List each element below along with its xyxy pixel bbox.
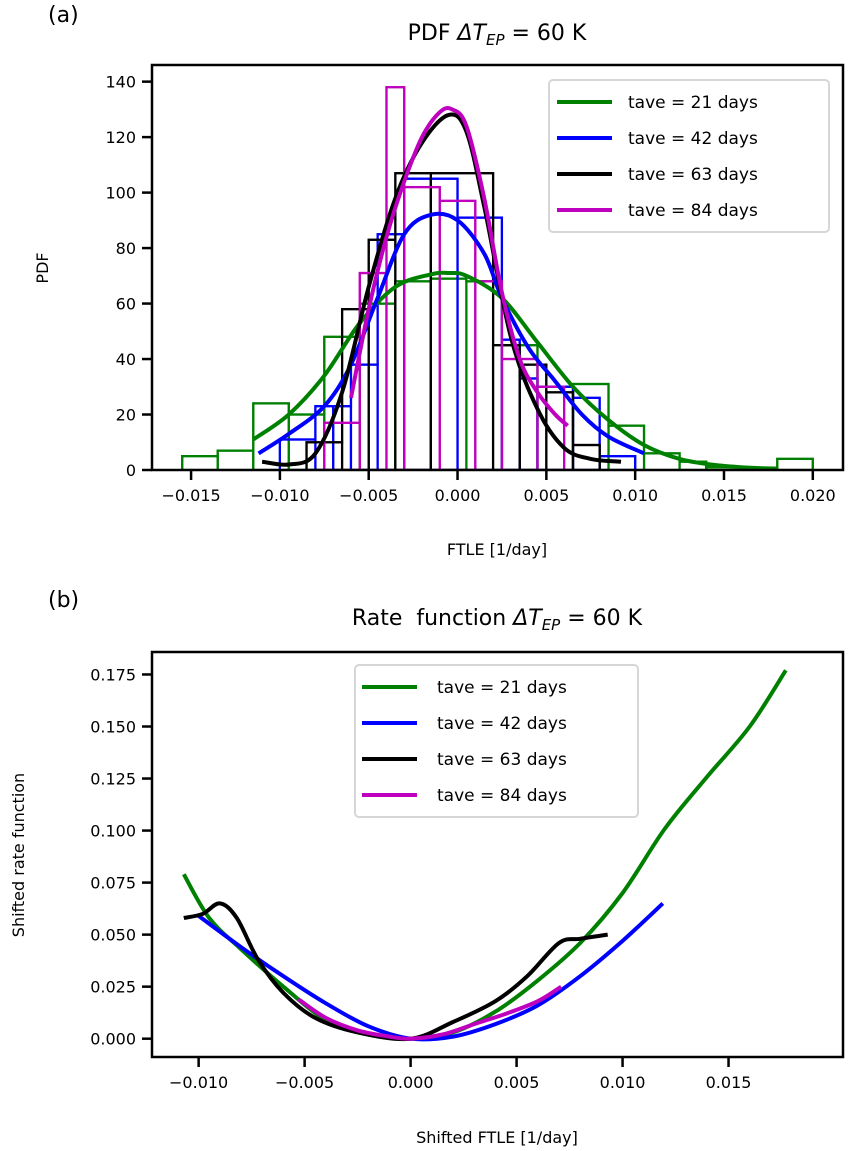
- panel-a-ylabel: PDF: [33, 252, 52, 283]
- panel-a-legend-box: [548, 79, 830, 233]
- panel-a-title: PDF ΔTEP = 60 K: [408, 21, 587, 49]
- panel-a-title-suffix: = 60 K: [505, 21, 587, 46]
- panel-a-label: (a): [48, 3, 79, 28]
- histogram-bin-tave-42-days: [376, 233, 406, 470]
- histogram-bin-tave-21-days: [181, 455, 219, 470]
- panel-b-xtick-label: 0.000: [388, 1073, 434, 1092]
- panel-a-xtick-label: −0.015: [161, 486, 220, 505]
- panel-a-ytick-label: 100: [105, 184, 136, 203]
- panel-b-ytick-label: 0.150: [90, 718, 136, 737]
- legend-label-tave-84-days: tave = 84 days: [437, 786, 567, 806]
- panel-b-legend-box: [354, 664, 639, 818]
- histogram-bin-tave-84-days: [474, 280, 504, 470]
- histogram-bin-tave-84-days: [536, 385, 566, 470]
- panel-b-series-group: [182, 669, 788, 1042]
- panel-b-ytick-label: 0.100: [90, 822, 136, 841]
- line-tave-42-days: [257, 211, 645, 456]
- panel-b-xtick-label: −0.005: [275, 1073, 334, 1092]
- line-tave-63-days: [261, 112, 622, 467]
- panel-a-legend: tave = 21 days tave = 42 days tave = 63 da…: [548, 79, 830, 233]
- panel-a-ytick-label: 80: [116, 239, 136, 258]
- panel-a-title-delta: ΔT: [455, 21, 487, 46]
- panel-a-axes-frame: [150, 63, 845, 472]
- panel-a-ytick-label: 40: [116, 350, 136, 369]
- panel-b-plot-area: [182, 669, 788, 1042]
- panel-a-title-sub: EP: [486, 31, 505, 49]
- panel-b-xtick-label: −0.010: [169, 1073, 228, 1092]
- line-tave-42-days: [197, 901, 665, 1042]
- panel-a-xtick-label: −0.005: [339, 486, 398, 505]
- panel-a-ytick-label: 0: [126, 461, 136, 480]
- histogram-bin-tave-21-days: [216, 449, 255, 470]
- panel-b-legend: tave = 21 days tave = 42 days tave = 63 da…: [354, 664, 639, 818]
- panel-b-xtick-label: 0.005: [494, 1073, 540, 1092]
- legend-label-tave-42-days: tave = 42 days: [628, 129, 758, 149]
- panel-a-plot-area: [181, 86, 814, 470]
- legend-label-tave-42-days: tave = 42 days: [437, 714, 567, 734]
- histogram-bin-tave-63-days: [491, 344, 521, 470]
- histogram-bin-tave-21-days: [429, 277, 468, 470]
- legend-label-tave-63-days: tave = 63 days: [437, 750, 567, 770]
- panel-a-xtick-label: 0.010: [612, 486, 658, 505]
- panel-b-ytick-label: 0.175: [90, 665, 136, 684]
- panel-b-ytick-label: 0.075: [90, 874, 136, 893]
- panel-a-ytick-label: 20: [116, 406, 136, 425]
- panel-b-axes-frame: [150, 650, 845, 1059]
- panel-a-xtick-label: 0.000: [435, 486, 481, 505]
- line-tave-21-days: [252, 270, 778, 470]
- histogram-bin-tave-21-days: [394, 280, 432, 470]
- panel-a-series-group: [181, 86, 814, 470]
- panel-b-label: (b): [48, 588, 79, 613]
- panel-a-xtick-label: −0.010: [250, 486, 309, 505]
- histogram-bin-tave-63-days: [545, 391, 575, 470]
- histogram-bin-tave-63-days: [429, 172, 495, 470]
- histogram-bin-tave-42-days: [429, 177, 459, 470]
- panel-a-xtick-label: 0.015: [701, 486, 747, 505]
- panel-b-ytick-label: 0.050: [90, 926, 136, 945]
- legend-label-tave-84-days: tave = 84 days: [628, 201, 758, 221]
- histogram-bin-tave-21-days: [776, 457, 814, 470]
- panel-a: (a) PDF ΔTEP = 60 K −0.015 −0.010 −0.005 0.…: [33, 3, 845, 559]
- panel-b: (b) Rate function ΔTEP = 60 K −0.010 −0.0…: [9, 588, 845, 1147]
- panel-a-ytick-label: 140: [105, 73, 136, 92]
- panel-b-xtick-label: 0.010: [600, 1073, 646, 1092]
- panel-a-xlabel: FTLE [1/day]: [447, 540, 547, 559]
- panel-b-title-sub: EP: [542, 616, 561, 634]
- legend-label-tave-21-days: tave = 21 days: [437, 678, 567, 698]
- panel-b-xtick-label: 0.015: [706, 1073, 752, 1092]
- panel-b-ytick-label: 0.025: [90, 978, 136, 997]
- panel-a-xtick-label: 0.020: [790, 486, 836, 505]
- line-tave-63-days: [183, 901, 609, 1042]
- panel-b-title-suffix: = 60 K: [560, 606, 642, 631]
- panel-a-ytick-label: 60: [116, 295, 136, 314]
- panel-b-ytick-label: 0.000: [90, 1030, 136, 1049]
- panel-a-axes: −0.015 −0.010 −0.005 0.000 0.005 0.010 0.015 0.…: [105, 63, 845, 505]
- panel-b-title-prefix: Rate function: [352, 606, 513, 631]
- legend-label-tave-21-days: tave = 21 days: [628, 93, 758, 113]
- histogram-bin-tave-21-days: [465, 280, 504, 470]
- panel-b-title-delta: ΔT: [511, 606, 543, 631]
- line-tave-84-days: [297, 984, 563, 1041]
- panel-b-ytick-label: 0.125: [90, 770, 136, 789]
- panel-b-ylabel: Shifted rate function: [9, 773, 28, 937]
- legend-label-tave-63-days: tave = 63 days: [628, 165, 758, 185]
- panel-b-xlabel: Shifted FTLE [1/day]: [416, 1128, 578, 1147]
- panel-a-ytick-label: 120: [105, 128, 136, 147]
- line-tave-84-days: [349, 106, 570, 428]
- panel-b-title: Rate function ΔTEP = 60 K: [352, 606, 643, 634]
- panel-a-title-prefix: PDF: [408, 21, 458, 46]
- panel-a-xtick-label: 0.005: [523, 486, 569, 505]
- panel-b-axes: −0.010 −0.005 0.000 0.005 0.010 0.015 0.000 0.0…: [90, 650, 845, 1092]
